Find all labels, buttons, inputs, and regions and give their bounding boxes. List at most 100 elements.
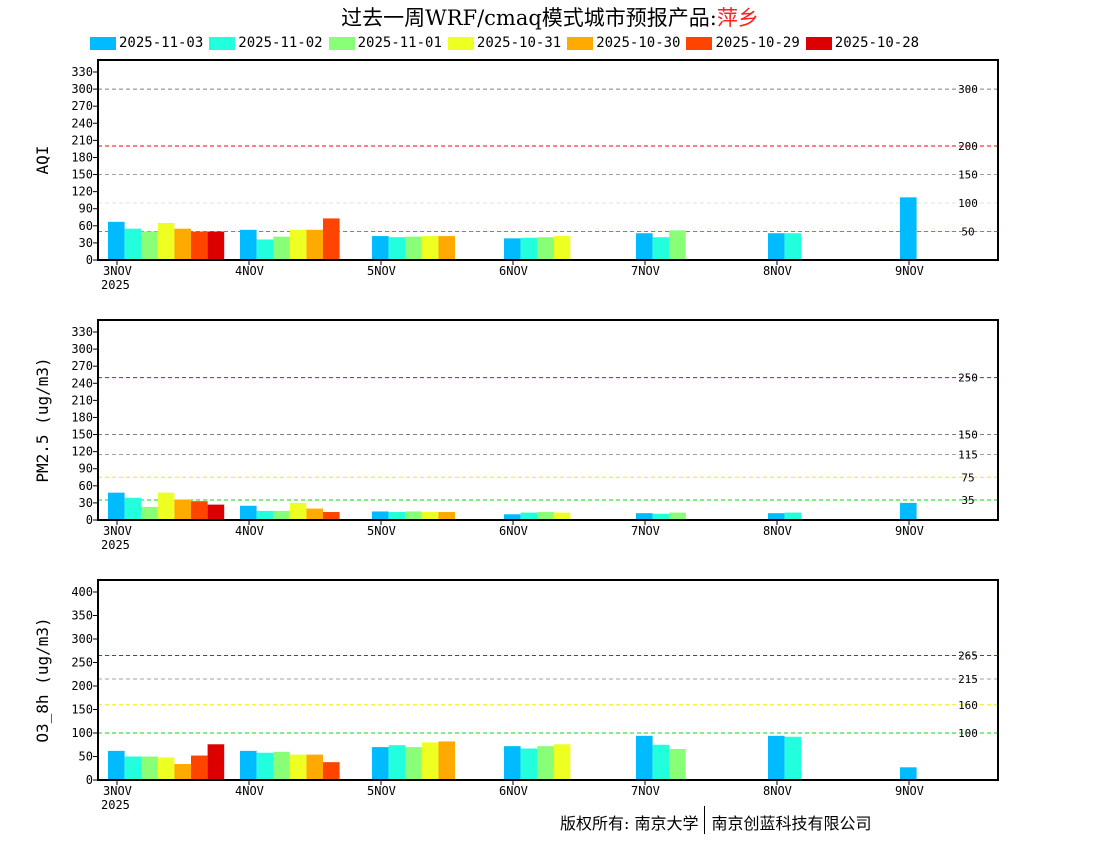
x-tick-label: 6NOV [499, 784, 528, 798]
y-tick-label: 350 [71, 609, 93, 623]
reference-label: 100 [958, 727, 978, 740]
y-tick-label: 180 [71, 150, 93, 164]
x-tick-label: 9NOV [895, 524, 924, 538]
bar-2025-11-03-7NOV [636, 735, 653, 780]
legend-swatch [447, 36, 474, 50]
x-tick-label: 4NOV [235, 524, 264, 538]
x-tick-label: 5NOV [367, 524, 396, 538]
x-tick-label: 8NOV [763, 784, 792, 798]
figure-title: 过去一周WRF/cmaq模式城市预报产品:萍乡 [0, 2, 1100, 32]
reference-label: 150 [958, 169, 978, 182]
bar-2025-11-01-3NOV [141, 506, 158, 520]
bar-2025-11-03-3NOV [108, 221, 125, 260]
legend-label: 2025-11-01 [357, 35, 442, 51]
bar-2025-11-02-6NOV [520, 748, 538, 780]
reference-label: 35 [961, 494, 974, 507]
bar-2025-10-29-4NOV [323, 762, 340, 780]
legend-swatch [567, 36, 594, 50]
bar-2025-11-01-7NOV [669, 512, 686, 520]
y-tick-label: 240 [71, 116, 93, 130]
reference-label: 150 [958, 429, 978, 442]
x-tick-label: 8NOV [763, 524, 792, 538]
x-year-label: 2025 [101, 798, 130, 812]
footer-separator [704, 806, 706, 834]
reference-label: 75 [961, 471, 974, 484]
y-tick-label: 30 [79, 236, 93, 250]
y-tick-label: 150 [71, 168, 93, 182]
x-tick-label: 7NOV [631, 524, 660, 538]
y-tick-label: 180 [71, 410, 93, 424]
bar-2025-11-02-3NOV [124, 497, 142, 520]
bar-2025-11-03-3NOV [108, 492, 125, 520]
legend-item: 2025-10-30 [567, 35, 680, 51]
y-tick-label: 100 [71, 726, 93, 740]
reference-label: 300 [958, 83, 978, 96]
legend-label: 2025-11-03 [119, 35, 204, 51]
bar-2025-11-01-5NOV [405, 511, 422, 520]
y-tick-label: 120 [71, 445, 93, 459]
x-year-label: 2025 [101, 278, 130, 292]
x-tick-label: 7NOV [631, 264, 660, 278]
plot-frame [97, 579, 999, 781]
bar-2025-10-29-3NOV [191, 231, 208, 260]
bar-2025-11-03-4NOV [240, 229, 257, 260]
copyright-right: 南京创蓝科技有限公司 [711, 814, 872, 833]
bar-2025-10-31-3NOV [157, 757, 175, 780]
y-tick-label: 250 [71, 656, 93, 670]
bar-2025-11-02-7NOV [652, 513, 670, 520]
legend-swatch [90, 36, 116, 50]
y-tick-label: 300 [71, 632, 93, 646]
bar-2025-11-03-8NOV [768, 735, 785, 780]
x-tick-label: 4NOV [235, 264, 264, 278]
y-tick-label: 60 [79, 479, 93, 493]
bar-2025-10-30-3NOV [174, 228, 191, 260]
y-tick-label: 200 [71, 679, 93, 693]
x-tick-label: 4NOV [235, 784, 264, 798]
bar-2025-11-01-7NOV [669, 230, 686, 260]
y-tick-label: 300 [71, 342, 93, 356]
bar-2025-11-03-4NOV [240, 750, 257, 780]
bar-2025-11-03-3NOV [108, 750, 125, 780]
bar-2025-10-29-4NOV [323, 512, 340, 520]
bar-2025-10-31-4NOV [289, 754, 307, 780]
y-tick-label: 0 [86, 513, 93, 527]
reference-label: 265 [958, 649, 978, 662]
y-tick-label: 300 [71, 82, 93, 96]
y-tick-label: 0 [86, 773, 93, 787]
y-tick-label: 0 [86, 253, 93, 267]
bar-2025-10-31-3NOV [157, 492, 175, 520]
x-tick-label: 7NOV [631, 784, 660, 798]
bar-2025-11-01-4NOV [273, 236, 290, 260]
legend-item: 2025-10-31 [447, 35, 561, 51]
y-tick-label: 150 [71, 703, 93, 717]
bar-2025-10-31-5NOV [421, 512, 439, 520]
x-tick-label: 5NOV [367, 784, 396, 798]
copyright-footer: 版权所有: 南京大学 南京创蓝科技有限公司 [560, 806, 872, 834]
y-tick-label: 330 [71, 65, 93, 79]
x-year-label: 2025 [101, 538, 130, 552]
plot-frame [97, 59, 999, 261]
bar-2025-11-03-7NOV [636, 513, 653, 520]
bar-2025-11-01-7NOV [669, 748, 686, 780]
reference-label: 215 [958, 673, 978, 686]
plot-frame [97, 319, 999, 521]
bar-2025-11-01-4NOV [273, 751, 290, 780]
bar-2025-11-02-3NOV [124, 756, 142, 780]
y-axis-label: O3_8h (ug/m3) [33, 617, 52, 742]
bar-2025-10-30-3NOV [174, 764, 191, 780]
legend-label: 2025-11-02 [238, 35, 323, 51]
reference-label: 100 [958, 197, 978, 210]
bar-2025-10-30-5NOV [438, 236, 455, 260]
legend-label: 2025-10-29 [715, 35, 800, 51]
bar-2025-11-01-3NOV [141, 231, 158, 260]
y-tick-label: 210 [71, 133, 93, 147]
bar-2025-10-30-4NOV [306, 229, 323, 260]
reference-label: 200 [958, 140, 978, 153]
bar-2025-10-29-3NOV [191, 755, 208, 780]
legend-item: 2025-11-01 [328, 35, 442, 51]
x-tick-label: 9NOV [895, 784, 924, 798]
bar-2025-10-31-5NOV [421, 742, 439, 780]
y-axis-label: PM2.5 (ug/m3) [33, 357, 52, 482]
bar-2025-10-29-3NOV [191, 501, 208, 520]
